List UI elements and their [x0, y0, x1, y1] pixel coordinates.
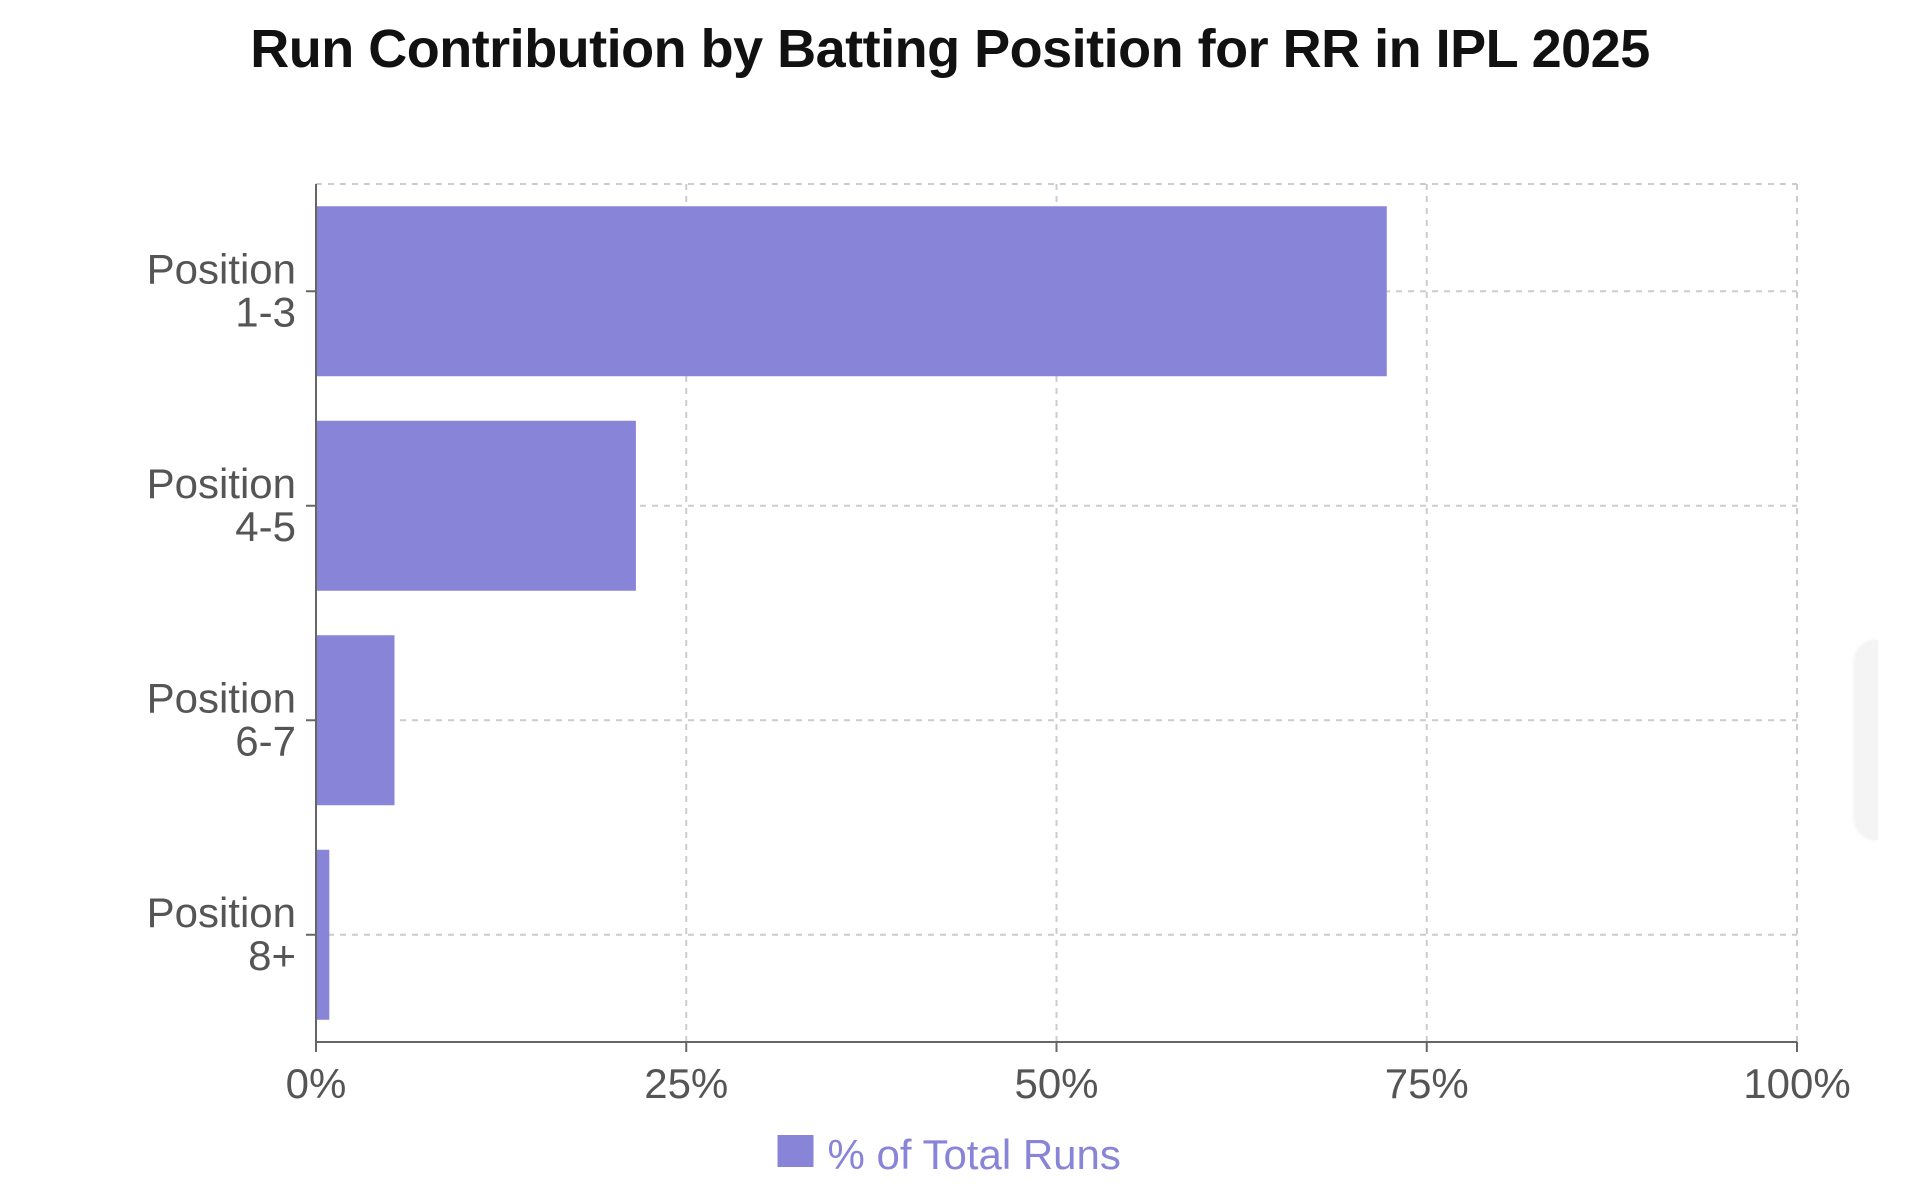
x-tick-label: 25% [644, 1060, 728, 1107]
x-tick-label: 100% [1743, 1060, 1850, 1107]
x-tick-label: 0% [286, 1060, 347, 1107]
scroll-handle[interactable] [1856, 640, 1878, 840]
bar [316, 206, 1387, 377]
y-tick-label: Position 4-5 [147, 460, 296, 550]
bar [316, 635, 395, 806]
y-tick-label-line: 1-3 [235, 288, 296, 335]
y-tick-label: Position 6-7 [147, 674, 296, 764]
y-tick-label-line: Position [147, 674, 296, 721]
y-tick-label-line: Position [147, 245, 296, 292]
bar [316, 420, 636, 591]
y-tick-label-line: 4-5 [235, 503, 296, 550]
y-tick-label-line: Position [147, 460, 296, 507]
y-tick-label: Position 1-3 [147, 245, 296, 335]
y-tick-label-line: 8+ [248, 932, 296, 979]
x-tick-label: 75% [1385, 1060, 1469, 1107]
y-tick-label-line: Position [147, 889, 296, 936]
chart-title: Run Contribution by Batting Position for… [250, 19, 1650, 79]
x-tick-label: 50% [1014, 1060, 1098, 1107]
y-tick-label-line: 6-7 [235, 717, 296, 764]
legend-swatch [777, 1135, 814, 1167]
y-tick-label: Position 8+ [147, 889, 296, 979]
legend-label: % of Total Runs [828, 1131, 1121, 1178]
bar [316, 849, 330, 1020]
